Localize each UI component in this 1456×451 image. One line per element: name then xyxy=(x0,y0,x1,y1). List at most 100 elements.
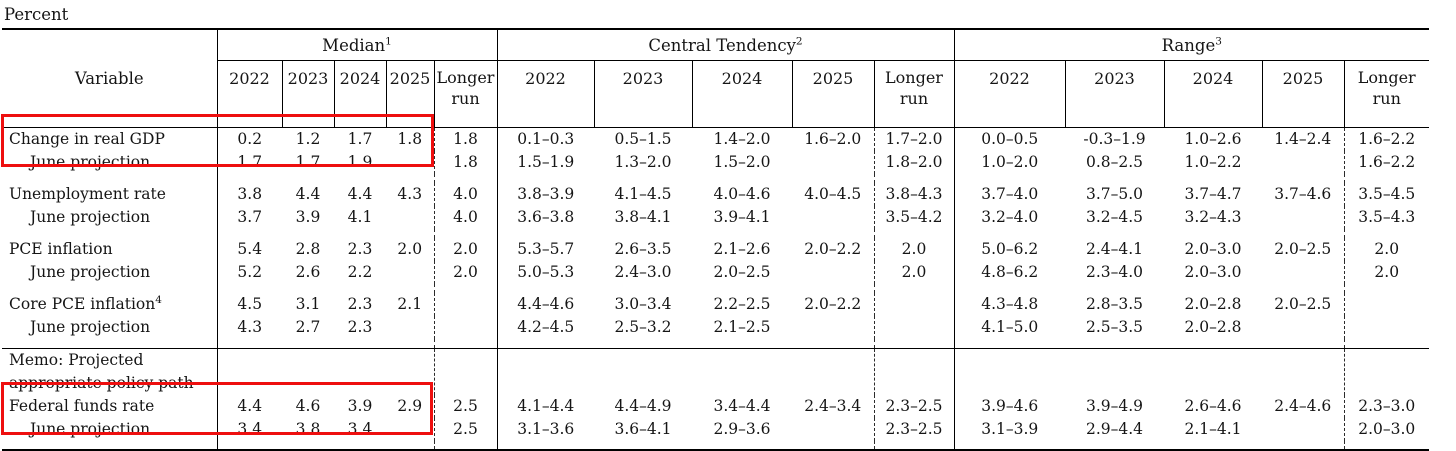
cell-pce-june-projection-central-tendency-2025 xyxy=(792,261,874,284)
cell-core-pce-june-projection-central-tendency-2023: 2.5–3.2 xyxy=(614,318,672,336)
variable-label: June projection xyxy=(2,316,217,339)
cell-federal-funds-june-projection-central-tendency-2024: 2.9–3.6 xyxy=(713,420,771,438)
row-federal-funds-rate: Federal funds rate 4.4 4.6 3.9 2.9 2.5 4.1–4.4… xyxy=(2,395,1429,418)
longer-run-header-central-tendency: Longer run xyxy=(873,60,954,128)
cell-core-pce-inflation-range-longer-run xyxy=(1343,293,1429,316)
cell-change-in-real-gdp-central-tendency-longer-run: 1.7–2.0 xyxy=(873,127,954,151)
cell-pce-june-projection-range-2025 xyxy=(1262,261,1344,284)
variable-label-text: Core PCE inflation xyxy=(9,295,156,313)
section-label: Median xyxy=(322,35,386,55)
cell-pce-june-projection-central-tendency-2022: 5.0–5.3 xyxy=(496,261,594,284)
cell-unemployment-june-projection-central-tendency-2022: 3.6–3.8 xyxy=(496,206,594,229)
cell-federal-funds-june-projection-median-longer-run: 2.5 xyxy=(433,418,497,441)
cell-core-pce-inflation-central-tendency-2023: 3.0–3.4 xyxy=(614,295,672,313)
cell-core-pce-june-projection-median-2024: 2.3 xyxy=(347,318,373,336)
cell-gdp-june-projection-range-2022: 1.0–2.0 xyxy=(953,151,1065,174)
cell-pce-inflation-range-2022: 5.0–6.2 xyxy=(953,238,1065,261)
cell-gdp-june-projection-median-2025 xyxy=(386,151,434,174)
cell-core-pce-inflation-median-2022: 4.5 xyxy=(216,293,282,316)
cell-pce-june-projection-range-2024: 2.0–3.0 xyxy=(1184,263,1242,281)
cell-unemployment-june-projection-range-2023: 3.2–4.5 xyxy=(1085,208,1144,226)
cell-pce-june-projection-range-2023: 2.3–4.0 xyxy=(1085,263,1144,281)
cell-federal-funds-june-projection-central-tendency-2022: 3.1–3.6 xyxy=(496,418,594,441)
section-header-range: Range3 xyxy=(953,29,1429,61)
year-header-central-tendency-2023: 2023 xyxy=(593,60,692,128)
year-header-median-2025: 2025 xyxy=(385,60,434,128)
cell-core-pce-inflation-range-2022: 4.3–4.8 xyxy=(953,293,1065,316)
cell-core-pce-june-projection-median-2023: 2.7 xyxy=(295,318,321,336)
cell-pce-inflation-range-2024: 2.0–3.0 xyxy=(1184,240,1242,258)
cell-unemployment-june-projection-median-2025 xyxy=(386,206,434,229)
variable-label-text: Change in real GDP xyxy=(9,130,165,148)
section-label: Central Tendency xyxy=(648,35,796,55)
variable-label: Change in real GDP xyxy=(2,128,217,152)
cell-unemployment-june-projection-central-tendency-2023: 3.8–4.1 xyxy=(614,208,672,226)
cell-unemployment-june-projection-central-tendency-longer-run: 3.5–4.2 xyxy=(873,206,954,229)
cell-federal-funds-rate-central-tendency-2025: 2.4–3.4 xyxy=(804,397,862,415)
row-unemployment-rate: Unemployment rate 3.8 4.4 4.4 4.3 4.0 3.8–3.9 4… xyxy=(2,183,1429,206)
cell-unemployment-rate-range-2022: 3.7–4.0 xyxy=(953,183,1065,206)
year-header-median-2022: 2022 xyxy=(216,60,282,128)
variable-label: June projection xyxy=(2,151,217,174)
cell-unemployment-june-projection-range-2025 xyxy=(1262,206,1344,229)
row-pce-inflation: PCE inflation 5.4 2.8 2.3 2.0 2.0 5.3–5.7 2.6–3… xyxy=(2,238,1429,261)
variable-label: Federal funds rate xyxy=(2,395,217,418)
cell-pce-june-projection-central-tendency-2023: 2.4–3.0 xyxy=(614,263,672,281)
cell-federal-funds-rate-central-tendency-2024: 3.4–4.4 xyxy=(713,397,771,415)
cell-pce-inflation-central-tendency-2022: 5.3–5.7 xyxy=(496,238,594,261)
cell-memo-policy-path-range-2025 xyxy=(1262,348,1344,395)
section-header-row: Variable Median1 Central Tendency2 Range3 xyxy=(2,29,1429,128)
variable-label: June projection xyxy=(2,261,217,284)
cell-core-pce-inflation-central-tendency-2022: 4.4–4.6 xyxy=(496,293,594,316)
cell-pce-inflation-median-2022: 5.4 xyxy=(216,238,282,261)
year-header-median-2024: 2024 xyxy=(333,60,386,128)
cell-gdp-june-projection-median-longer-run: 1.8 xyxy=(433,151,497,174)
cell-unemployment-june-projection-median-longer-run: 4.0 xyxy=(433,206,497,229)
cell-gdp-june-projection-range-2023: 0.8–2.5 xyxy=(1085,153,1144,171)
cell-federal-funds-rate-median-2025: 2.9 xyxy=(397,397,423,415)
cell-unemployment-rate-central-tendency-2023: 4.1–4.5 xyxy=(614,185,672,203)
cell-federal-funds-rate-central-tendency-2023: 4.4–4.9 xyxy=(614,397,672,415)
cell-unemployment-june-projection-central-tendency-2024: 3.9–4.1 xyxy=(713,208,771,226)
cell-core-pce-june-projection-range-longer-run xyxy=(1343,316,1429,339)
cell-pce-inflation-median-longer-run: 2.0 xyxy=(433,238,497,261)
cell-gdp-june-projection-range-longer-run: 1.6–2.2 xyxy=(1343,151,1429,174)
cell-change-in-real-gdp-central-tendency-2023: 0.5–1.5 xyxy=(614,130,672,148)
cell-memo-policy-path-range-2023 xyxy=(1065,348,1164,395)
cell-unemployment-rate-median-2023: 4.4 xyxy=(295,185,321,203)
cell-federal-funds-june-projection-range-2024: 2.1–4.1 xyxy=(1184,420,1242,438)
year-header-row: 2022 2023 2024 2025 Longer run 2022 2023 2024 20… xyxy=(2,60,1429,128)
spacer-row xyxy=(2,284,1429,293)
cell-federal-funds-june-projection-median-2022: 3.4 xyxy=(216,418,282,441)
cell-pce-june-projection-median-longer-run: 2.0 xyxy=(433,261,497,284)
cell-federal-funds-june-projection-median-2025 xyxy=(386,418,434,441)
cell-change-in-real-gdp-range-2025: 1.4–2.4 xyxy=(1274,130,1332,148)
cell-pce-june-projection-median-2023: 2.6 xyxy=(295,263,321,281)
cell-gdp-june-projection-central-tendency-2023: 1.3–2.0 xyxy=(614,153,672,171)
cell-federal-funds-june-projection-range-2023: 2.9–4.4 xyxy=(1085,420,1144,438)
cell-unemployment-rate-range-2025: 3.7–4.6 xyxy=(1274,185,1332,203)
cell-change-in-real-gdp-median-2025: 1.8 xyxy=(397,130,423,148)
cell-gdp-june-projection-central-tendency-2024: 1.5–2.0 xyxy=(713,153,771,171)
cell-core-pce-inflation-central-tendency-2024: 2.2–2.5 xyxy=(713,295,771,313)
cell-unemployment-rate-central-tendency-2024: 4.0–4.6 xyxy=(713,185,771,203)
cell-federal-funds-june-projection-median-2023: 3.8 xyxy=(295,420,321,438)
cell-memo-policy-path-central-tendency-2023 xyxy=(594,348,692,395)
cell-gdp-june-projection-median-2024: 1.9 xyxy=(347,153,373,171)
cell-core-pce-june-projection-median-longer-run xyxy=(433,316,497,339)
variable-column-header: Variable xyxy=(2,29,217,128)
cell-unemployment-rate-central-tendency-2022: 3.8–3.9 xyxy=(496,183,594,206)
cell-federal-funds-rate-range-2022: 3.9–4.6 xyxy=(953,395,1065,418)
row-pce-june-projection: June projection 5.2 2.6 2.2 2.0 5.0–5.3 2.4–3.… xyxy=(2,261,1429,284)
cell-core-pce-inflation-median-2025: 2.1 xyxy=(397,295,423,313)
variable-label-text: Federal funds rate xyxy=(9,397,155,415)
cell-gdp-june-projection-central-tendency-longer-run: 1.8–2.0 xyxy=(873,151,954,174)
cell-pce-inflation-central-tendency-2025: 2.0–2.2 xyxy=(804,240,862,258)
cell-core-pce-june-projection-central-tendency-2024: 2.1–2.5 xyxy=(713,318,771,336)
section-label: Range xyxy=(1161,35,1216,55)
cell-memo-policy-path-central-tendency-2024 xyxy=(692,348,792,395)
economic-projections-table: Variable Median1 Central Tendency2 Range3 20… xyxy=(2,28,1429,451)
cell-memo-policy-path-median-2022 xyxy=(216,348,282,395)
section-header-central-tendency: Central Tendency2 xyxy=(496,29,954,61)
